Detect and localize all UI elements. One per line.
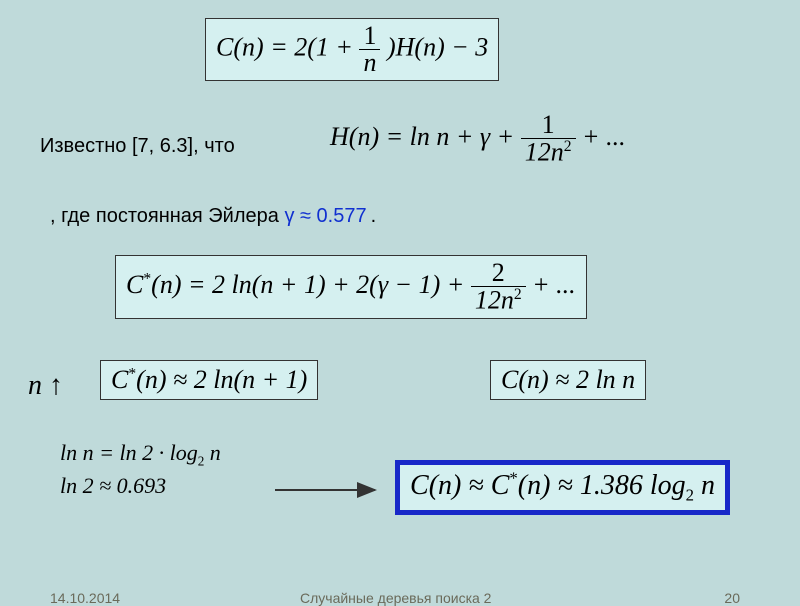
n-up: n ↑ <box>28 370 63 402</box>
eq1-frac: 1 n <box>359 23 380 76</box>
formula-cstar-approx-box: C*(n) ≈ 2 ln(n + 1) <box>100 360 318 400</box>
gamma-value: γ ≈ 0.577 <box>284 205 366 227</box>
known-text: Известно [7, 6.3], что <box>40 135 235 158</box>
footer-page: 20 <box>724 590 740 606</box>
formula-c-approx-box: C(n) ≈ 2 ln n <box>490 360 646 400</box>
cstar-frac: 2 12n2 <box>471 260 526 314</box>
formula-cstar-box: C*(n) = 2 ln(n + 1) + 2(γ − 1) + 2 12n2 … <box>115 255 587 319</box>
eq1-rhs-b: )H(n) − 3 <box>387 32 488 61</box>
eq1-rhs-a: = 2(1 + <box>270 32 353 61</box>
formula-Hn: H(n) = ln n + γ + 1 12n2 + ... <box>330 112 626 166</box>
formula-eq1-box: C(n) = 2(1 + 1 n )H(n) − 3 <box>205 18 499 81</box>
eq1-lhs: C(n) <box>216 32 270 61</box>
footer-date: 14.10.2014 <box>50 590 120 606</box>
euler-text: , где постоянная Эйлера γ ≈ 0.577 . <box>50 205 376 228</box>
arrow-icon <box>270 470 390 510</box>
footer-title: Случайные деревья поиска 2 <box>300 590 491 606</box>
Hn-frac: 1 12n2 <box>521 112 576 166</box>
log-conversion: ln n = ln 2 · log2 n ln 2 ≈ 0.693 <box>60 440 221 499</box>
formula-final-box: C(n) ≈ C*(n) ≈ 1.386 log2 n <box>395 460 730 515</box>
